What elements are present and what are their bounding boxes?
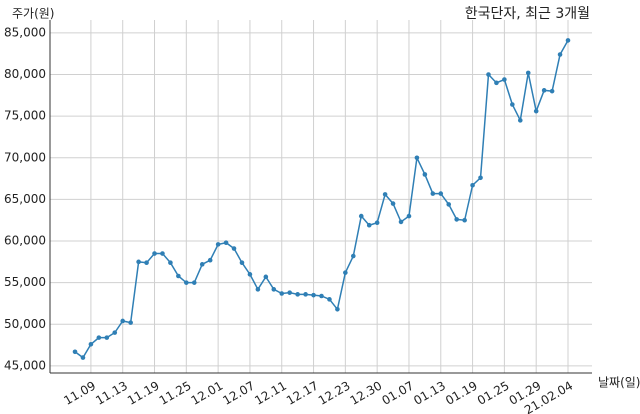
price-point bbox=[446, 202, 452, 207]
x-tick-label: 12.23 bbox=[316, 379, 353, 408]
price-point bbox=[168, 260, 173, 265]
price-point bbox=[96, 335, 102, 340]
price-point bbox=[295, 292, 300, 297]
price-point bbox=[406, 213, 412, 219]
price-point bbox=[279, 291, 285, 296]
x-tick-label: 11.25 bbox=[157, 379, 194, 408]
price-point bbox=[414, 155, 420, 161]
price-point bbox=[199, 262, 205, 267]
price-point bbox=[239, 260, 245, 265]
price-point bbox=[557, 52, 563, 57]
price-point bbox=[255, 287, 261, 292]
price-point bbox=[303, 292, 308, 297]
price-point bbox=[287, 290, 292, 295]
price-point bbox=[311, 292, 316, 298]
price-point bbox=[128, 320, 133, 325]
price-point bbox=[549, 88, 555, 94]
y-tick-label: 60,000 bbox=[4, 234, 46, 248]
x-tick-label: 01.13 bbox=[411, 379, 448, 408]
y-tick-label: 65,000 bbox=[4, 192, 46, 206]
x-tick-label: 01.07 bbox=[379, 379, 416, 408]
price-point bbox=[104, 335, 110, 340]
price-point bbox=[223, 240, 229, 246]
price-point bbox=[319, 293, 324, 299]
x-tick-label: 01.19 bbox=[443, 379, 480, 408]
price-point bbox=[422, 172, 428, 177]
price-point bbox=[263, 274, 269, 280]
price-point bbox=[525, 70, 531, 76]
price-point bbox=[231, 246, 237, 251]
price-point bbox=[176, 273, 181, 279]
chart-title: 한국단자, 최근 3개월 bbox=[465, 6, 590, 22]
price-point bbox=[486, 72, 491, 77]
price-point bbox=[366, 222, 372, 228]
price-point bbox=[533, 108, 539, 114]
y-tick-label: 50,000 bbox=[4, 317, 46, 331]
price-point bbox=[541, 88, 547, 93]
y-tick-label: 85,000 bbox=[4, 25, 46, 39]
x-tick-label: 12.01 bbox=[189, 379, 226, 408]
price-point bbox=[438, 191, 444, 196]
price-point bbox=[478, 175, 483, 181]
y-tick-label: 55,000 bbox=[4, 275, 46, 289]
price-point bbox=[382, 192, 388, 197]
price-point bbox=[358, 213, 364, 219]
y-tick-label: 45,000 bbox=[4, 358, 46, 372]
price-point bbox=[191, 280, 197, 285]
x-tick-label: 12.17 bbox=[284, 379, 321, 408]
y-tick-label: 80,000 bbox=[4, 67, 46, 81]
x-tick-label: 11.13 bbox=[93, 379, 130, 408]
price-point bbox=[120, 318, 126, 324]
price-point bbox=[502, 77, 507, 82]
price-point bbox=[510, 102, 515, 107]
price-point bbox=[390, 201, 396, 206]
x-tick-label: 11.09 bbox=[61, 379, 98, 408]
price-point bbox=[327, 297, 332, 302]
x-tick-label: 12.07 bbox=[220, 379, 257, 408]
price-point bbox=[207, 257, 213, 263]
price-point bbox=[136, 259, 141, 265]
price-point bbox=[215, 242, 221, 247]
x-axis-label: 날짜(일) bbox=[598, 376, 640, 390]
price-point bbox=[80, 355, 86, 360]
price-point bbox=[462, 217, 467, 223]
price-point bbox=[430, 191, 436, 196]
price-point bbox=[565, 38, 571, 43]
x-tick-label: 11.19 bbox=[125, 379, 162, 408]
x-tick-label: 01.25 bbox=[475, 379, 512, 408]
price-point bbox=[398, 219, 404, 225]
y-axis-label: 주가(원) bbox=[12, 7, 54, 21]
y-tick-label: 75,000 bbox=[4, 109, 46, 123]
price-point bbox=[351, 253, 356, 259]
x-tick-label: 12.30 bbox=[348, 379, 385, 408]
price-point bbox=[454, 217, 459, 222]
price-point bbox=[160, 251, 165, 256]
price-point bbox=[517, 118, 523, 123]
price-point bbox=[88, 341, 94, 347]
price-point bbox=[494, 80, 499, 86]
price-point bbox=[144, 260, 149, 265]
price-point bbox=[343, 270, 348, 275]
price-point bbox=[112, 330, 118, 335]
price-point bbox=[247, 272, 253, 277]
price-point bbox=[470, 182, 475, 188]
price-point bbox=[184, 280, 189, 285]
price-point bbox=[335, 307, 340, 312]
price-point bbox=[374, 220, 380, 226]
price-point bbox=[271, 287, 277, 292]
price-point bbox=[72, 349, 78, 355]
x-tick-label: 12.11 bbox=[252, 379, 289, 408]
y-tick-label: 70,000 bbox=[4, 150, 46, 164]
price-point bbox=[152, 251, 157, 256]
